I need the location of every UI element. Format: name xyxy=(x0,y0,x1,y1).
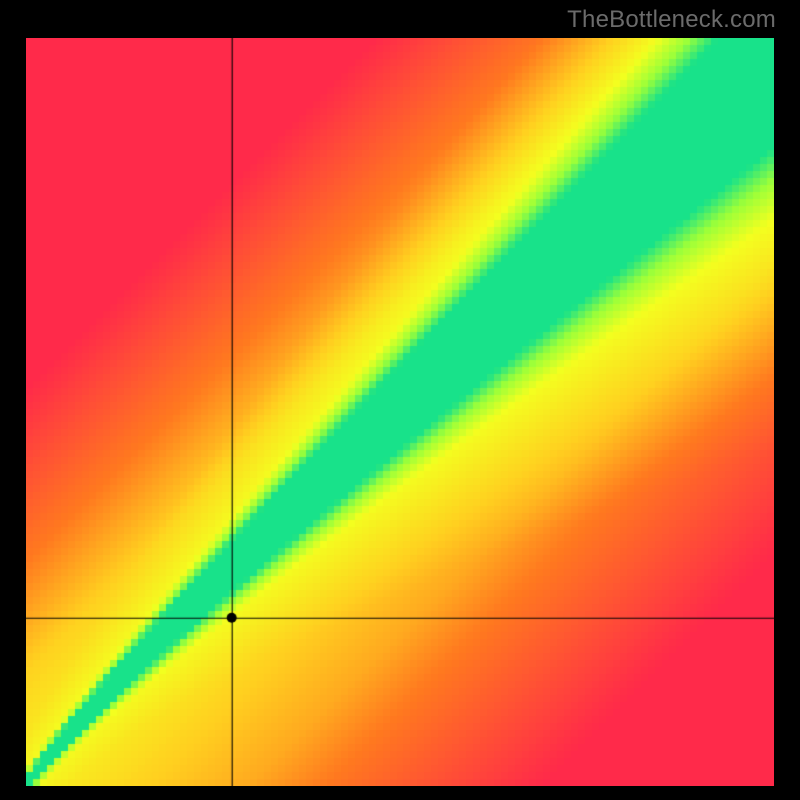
plot-area xyxy=(26,38,774,786)
heatmap-canvas xyxy=(26,38,774,786)
watermark-label: TheBottleneck.com xyxy=(567,6,776,34)
chart-container: TheBottleneck.com xyxy=(0,0,800,800)
